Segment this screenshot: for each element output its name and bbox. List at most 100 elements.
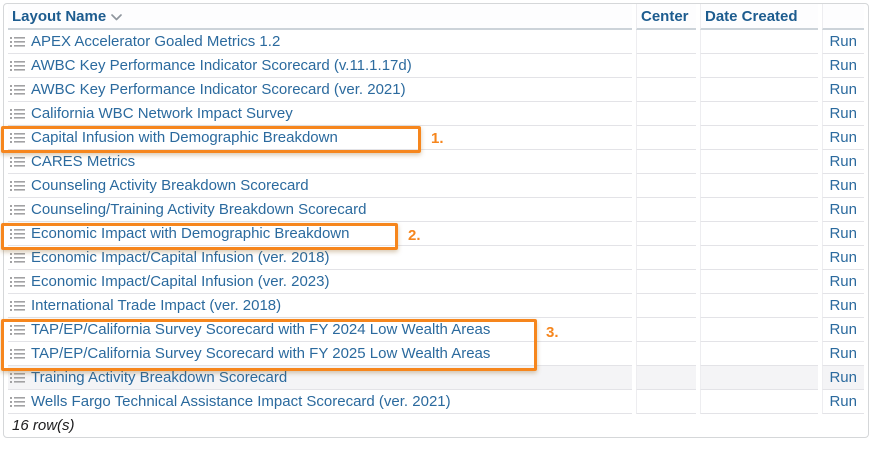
run-cell: Run: [822, 30, 864, 54]
run-link[interactable]: Run: [829, 57, 857, 74]
layout-name-link[interactable]: TAP/EP/California Survey Scorecard with …: [31, 345, 491, 362]
table-row: International Trade Impact (ver. 2018) R…: [8, 294, 864, 318]
table-row: TAP/EP/California Survey Scorecard with …: [8, 318, 864, 342]
list-icon: [10, 180, 25, 192]
run-link[interactable]: Run: [829, 105, 857, 122]
run-link[interactable]: Run: [829, 369, 857, 386]
list-icon: [10, 84, 25, 96]
layout-name-link[interactable]: TAP/EP/California Survey Scorecard with …: [31, 321, 491, 338]
table-row: Economic Impact with Demographic Breakdo…: [8, 222, 864, 246]
layout-name-link[interactable]: APEX Accelerator Goaled Metrics 1.2: [31, 33, 281, 50]
run-cell: Run: [822, 366, 864, 390]
run-cell: Run: [822, 294, 864, 318]
run-link[interactable]: Run: [829, 321, 857, 338]
column-header-center[interactable]: Center: [636, 4, 696, 30]
date-created-cell: [700, 78, 818, 102]
run-link[interactable]: Run: [829, 129, 857, 146]
table-row: Economic Impact/Capital Infusion (ver. 2…: [8, 246, 864, 270]
layout-name-link[interactable]: Economic Impact/Capital Infusion (ver. 2…: [31, 273, 330, 290]
date-created-cell: [700, 54, 818, 78]
center-cell: [636, 294, 696, 318]
list-icon: [10, 348, 25, 360]
run-cell: Run: [822, 126, 864, 150]
center-cell: [636, 342, 696, 366]
layout-name-link[interactable]: Economic Impact with Demographic Breakdo…: [31, 225, 350, 242]
list-icon: [10, 132, 25, 144]
layout-name-link[interactable]: Capital Infusion with Demographic Breakd…: [31, 129, 338, 146]
layout-name-cell: Economic Impact/Capital Infusion (ver. 2…: [8, 270, 632, 294]
date-created-cell: [700, 126, 818, 150]
list-icon: [10, 252, 25, 264]
column-header-date-created[interactable]: Date Created: [700, 4, 818, 30]
row-count: 16 row(s): [12, 417, 75, 434]
run-link[interactable]: Run: [829, 225, 857, 242]
list-icon: [10, 324, 25, 336]
layout-name-cell: International Trade Impact (ver. 2018): [8, 294, 632, 318]
table-row: Economic Impact/Capital Infusion (ver. 2…: [8, 270, 864, 294]
table-row: Wells Fargo Technical Assistance Impact …: [8, 390, 864, 414]
layout-name-link[interactable]: CARES Metrics: [31, 153, 136, 170]
layout-name-cell: Training Activity Breakdown Scorecard: [8, 366, 632, 390]
list-icon: [10, 36, 25, 48]
layout-name-link[interactable]: Counseling/Training Activity Breakdown S…: [31, 201, 367, 218]
layout-name-link[interactable]: Counseling Activity Breakdown Scorecard: [31, 177, 309, 194]
layout-name-link[interactable]: AWBC Key Performance Indicator Scorecard…: [31, 57, 412, 74]
date-created-cell: [700, 366, 818, 390]
layout-name-link[interactable]: International Trade Impact (ver. 2018): [31, 297, 282, 314]
list-icon: [10, 276, 25, 288]
run-cell: Run: [822, 102, 864, 126]
table-row: Capital Infusion with Demographic Breakd…: [8, 126, 864, 150]
layout-name-link[interactable]: California WBC Network Impact Survey: [31, 105, 293, 122]
layout-name-cell: CARES Metrics: [8, 150, 632, 174]
center-cell: [636, 198, 696, 222]
date-created-cell: [700, 198, 818, 222]
run-cell: Run: [822, 246, 864, 270]
center-cell: [636, 246, 696, 270]
run-cell: Run: [822, 150, 864, 174]
table-row: AWBC Key Performance Indicator Scorecard…: [8, 54, 864, 78]
center-cell: [636, 390, 696, 414]
list-icon: [10, 228, 25, 240]
date-created-cell: [700, 390, 818, 414]
run-cell: Run: [822, 270, 864, 294]
layout-name-link[interactable]: Wells Fargo Technical Assistance Impact …: [31, 393, 451, 410]
layout-name-link[interactable]: Economic Impact/Capital Infusion (ver. 2…: [31, 249, 330, 266]
date-created-cell: [700, 102, 818, 126]
run-cell: Run: [822, 174, 864, 198]
center-cell: [636, 54, 696, 78]
center-cell: [636, 174, 696, 198]
table-header-row: Layout Name Center Date Created: [8, 4, 864, 30]
center-cell: [636, 270, 696, 294]
run-cell: Run: [822, 78, 864, 102]
table-row: CARES Metrics Run: [8, 150, 864, 174]
table-footer-row: 16 row(s): [8, 414, 864, 437]
center-cell: [636, 222, 696, 246]
run-cell: Run: [822, 198, 864, 222]
center-cell: [636, 30, 696, 54]
run-link[interactable]: Run: [829, 249, 857, 266]
run-link[interactable]: Run: [829, 273, 857, 290]
layout-name-link[interactable]: AWBC Key Performance Indicator Scorecard…: [31, 81, 406, 98]
column-header-layout-name[interactable]: Layout Name: [8, 4, 632, 30]
layout-name-cell: APEX Accelerator Goaled Metrics 1.2: [8, 30, 632, 54]
layout-name-cell: AWBC Key Performance Indicator Scorecard…: [8, 54, 632, 78]
run-link[interactable]: Run: [829, 297, 857, 314]
table-row: TAP/EP/California Survey Scorecard with …: [8, 342, 864, 366]
layout-name-link[interactable]: Training Activity Breakdown Scorecard: [31, 369, 288, 386]
run-link[interactable]: Run: [829, 33, 857, 50]
layout-name-cell: Counseling/Training Activity Breakdown S…: [8, 198, 632, 222]
date-created-cell: [700, 342, 818, 366]
run-link[interactable]: Run: [829, 81, 857, 98]
layout-name-cell: Economic Impact/Capital Infusion (ver. 2…: [8, 246, 632, 270]
run-link[interactable]: Run: [829, 201, 857, 218]
run-link[interactable]: Run: [829, 153, 857, 170]
list-icon: [10, 156, 25, 168]
list-icon: [10, 372, 25, 384]
layout-name-cell: Capital Infusion with Demographic Breakd…: [8, 126, 632, 150]
chevron-down-icon[interactable]: [110, 13, 123, 22]
run-link[interactable]: Run: [829, 177, 857, 194]
run-link[interactable]: Run: [829, 393, 857, 410]
table-row: Counseling Activity Breakdown Scorecard …: [8, 174, 864, 198]
run-link[interactable]: Run: [829, 345, 857, 362]
list-icon: [10, 396, 25, 408]
